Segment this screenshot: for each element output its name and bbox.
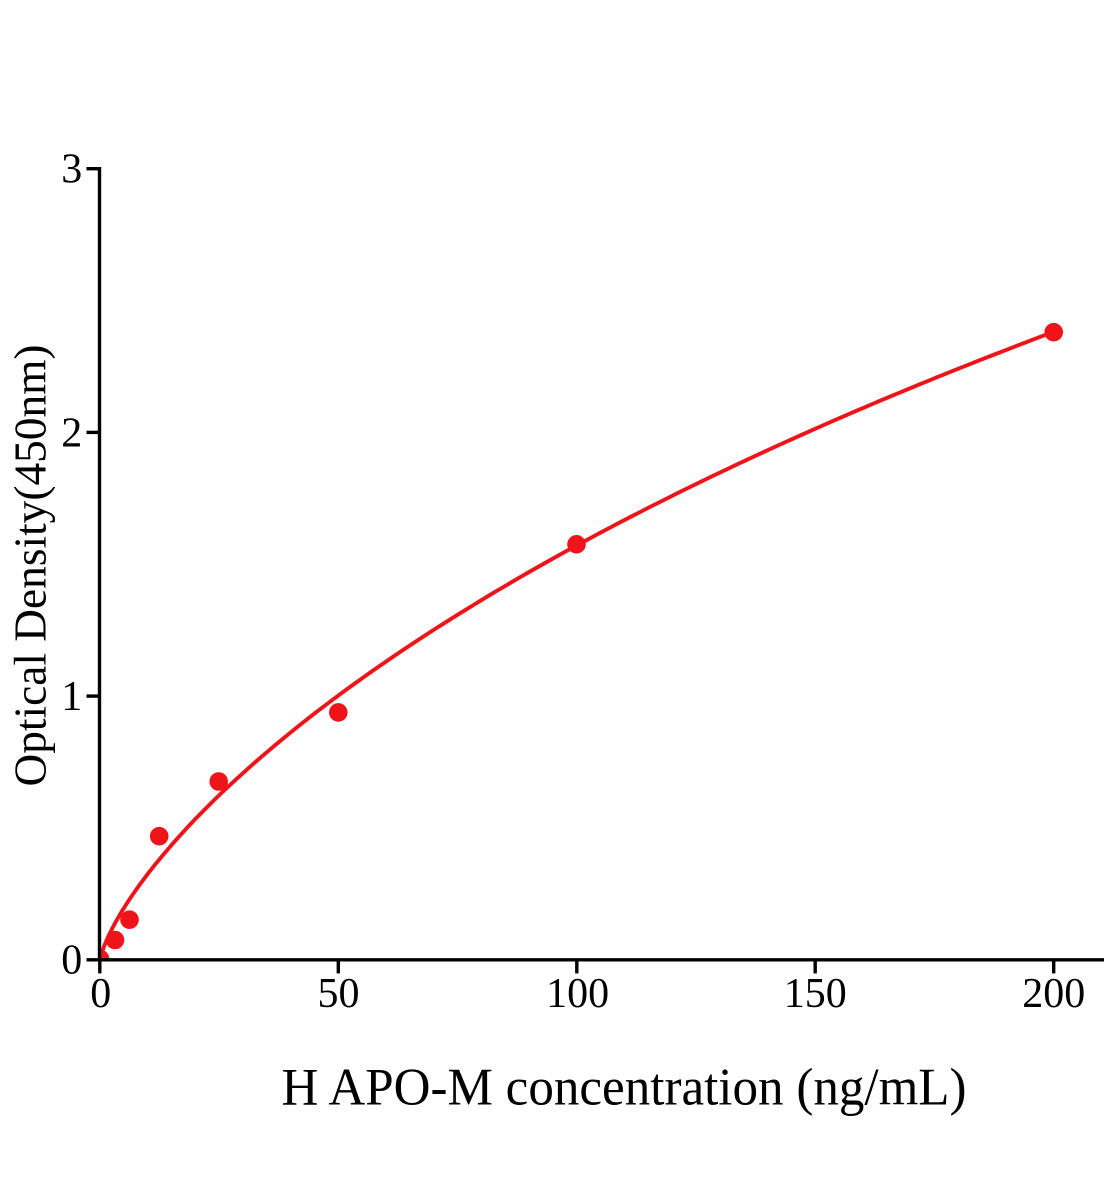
svg-text:Optical Density(450nm): Optical Density(450nm) [4,345,55,787]
svg-text:3: 3 [61,147,82,193]
svg-text:H APO-M concentration (ng/mL): H APO-M concentration (ng/mL) [282,1059,967,1117]
svg-text:100: 100 [546,971,609,1017]
svg-text:2: 2 [61,410,82,456]
svg-text:150: 150 [784,971,847,1017]
svg-text:50: 50 [318,971,360,1017]
svg-text:1: 1 [61,674,82,720]
svg-text:200: 200 [1022,971,1085,1017]
svg-text:0: 0 [61,938,82,984]
svg-text:0: 0 [90,971,111,1017]
